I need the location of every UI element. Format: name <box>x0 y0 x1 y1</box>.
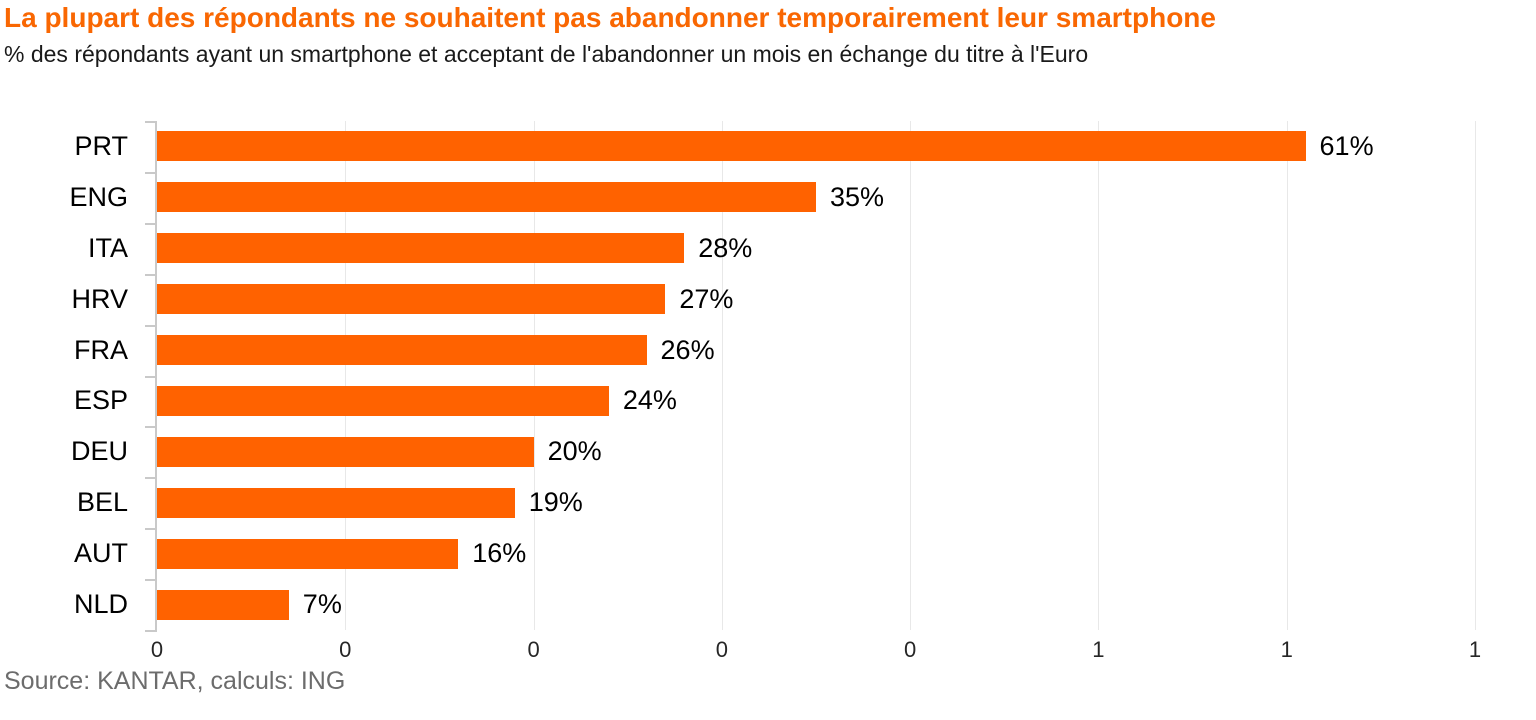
bar-row: 28% <box>157 223 1475 274</box>
bar-series: 61% 35% 28% 27% 26% 24% 20% 19% 16% 7% <box>157 121 1475 630</box>
axis-tick-mark <box>145 171 155 174</box>
x-tick-label: 1 <box>1468 637 1482 662</box>
x-tick-label: 0 <box>150 637 164 662</box>
bar-row: 7% <box>157 579 1475 630</box>
category-label: NLD <box>73 589 128 620</box>
y-axis-line <box>155 121 157 632</box>
category-label: AUT <box>74 538 128 569</box>
bar-row: 19% <box>157 477 1475 528</box>
category-label: DEU <box>70 436 128 467</box>
x-tick-label: 1 <box>1092 637 1105 662</box>
value-label: 16% <box>472 538 527 569</box>
value-label: 26% <box>660 334 715 365</box>
gridline <box>1098 121 1100 630</box>
bar <box>157 131 1306 162</box>
axis-tick-mark <box>145 630 155 632</box>
bar-row: 61% <box>157 121 1475 172</box>
gridline <box>910 121 912 630</box>
category-label: BEL <box>76 487 128 518</box>
x-tick-label: 1 <box>1280 637 1293 662</box>
bar-row: 35% <box>157 172 1475 223</box>
category-label: ENG <box>69 181 128 212</box>
bar-row: 16% <box>157 528 1475 579</box>
source-note: Source: KANTAR, calculs: ING <box>4 667 346 695</box>
bar-row: 26% <box>157 325 1475 376</box>
axis-tick-mark <box>145 375 155 378</box>
bar <box>157 487 515 518</box>
axis-tick-mark <box>145 222 155 225</box>
category-label: HRV <box>71 283 128 314</box>
bar <box>157 436 534 467</box>
axis-tick-mark <box>145 528 155 531</box>
plot-area: 61% 35% 28% 27% 26% 24% 20% 19% 16% 7% <box>157 121 1476 630</box>
bar <box>157 182 816 213</box>
value-label: 19% <box>528 487 583 518</box>
axis-tick-mark <box>145 121 155 123</box>
bar <box>157 335 647 366</box>
gridline <box>1475 121 1476 630</box>
axis-tick-mark <box>145 426 155 429</box>
chart-title: La plupart des répondants ne souhaitent … <box>4 2 1216 33</box>
category-label: PRT <box>74 130 128 161</box>
bar <box>157 233 685 264</box>
x-axis-tick-labels: 0 0 0 0 0 1 1 1 <box>151 637 1481 667</box>
value-label: 24% <box>622 385 677 416</box>
bar-row: 27% <box>157 274 1475 325</box>
bar <box>157 284 666 315</box>
value-label: 27% <box>679 283 734 314</box>
value-label: 28% <box>698 232 753 263</box>
category-label: ITA <box>88 232 128 263</box>
value-label: 61% <box>1319 130 1374 161</box>
value-label: 35% <box>830 181 885 212</box>
x-tick-label: 0 <box>339 637 352 662</box>
bar-row: 24% <box>157 376 1475 427</box>
gridline <box>533 121 535 630</box>
axis-tick-mark <box>145 477 155 480</box>
gridline <box>721 121 723 630</box>
x-tick-label: 0 <box>527 637 540 662</box>
bar <box>157 538 459 569</box>
bar <box>157 589 289 620</box>
value-label: 20% <box>547 436 602 467</box>
chart-subtitle: % des répondants ayant un smartphone et … <box>4 41 1089 67</box>
y-axis-category-labels: PRT ENG ITA HRV FRA ESP DEU BEL AUT NLD <box>0 121 128 630</box>
x-tick-label: 0 <box>715 637 728 662</box>
category-label: FRA <box>74 334 128 365</box>
gridline <box>1286 121 1288 630</box>
bar <box>157 385 609 416</box>
y-axis-tick-marks <box>145 121 155 632</box>
gridline <box>345 121 347 630</box>
bar-row: 20% <box>157 426 1475 477</box>
axis-tick-mark <box>145 324 155 327</box>
axis-tick-mark <box>145 579 155 582</box>
value-label: 7% <box>302 589 342 620</box>
x-tick-label: 0 <box>904 637 917 662</box>
axis-tick-mark <box>145 273 155 276</box>
category-label: ESP <box>73 385 128 416</box>
